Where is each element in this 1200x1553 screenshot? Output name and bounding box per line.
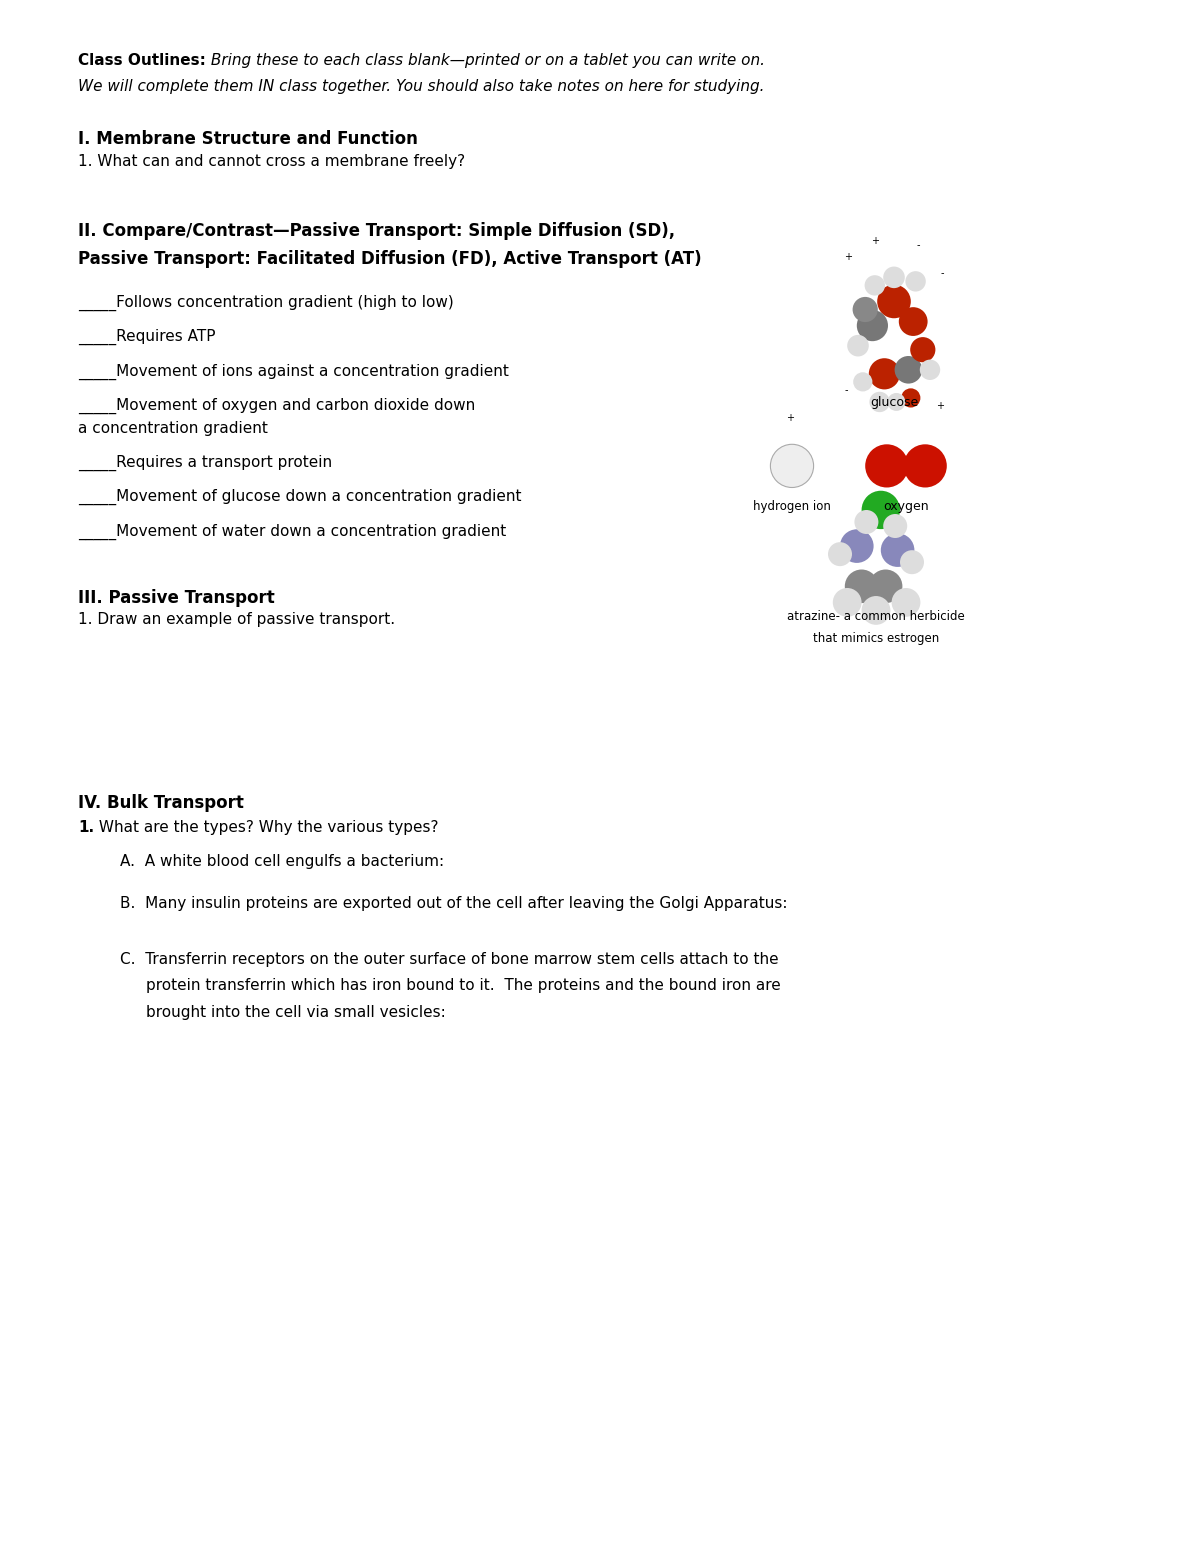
Ellipse shape (853, 373, 872, 391)
Text: -: - (941, 269, 943, 278)
Ellipse shape (919, 360, 941, 380)
Ellipse shape (833, 589, 862, 617)
Ellipse shape (895, 356, 922, 384)
Ellipse shape (770, 444, 814, 488)
Ellipse shape (881, 533, 914, 567)
Ellipse shape (883, 267, 905, 289)
Ellipse shape (900, 550, 924, 575)
Ellipse shape (852, 297, 878, 321)
Text: What are the types? Why the various types?: What are the types? Why the various type… (94, 820, 439, 836)
Text: 1.: 1. (78, 820, 94, 836)
Ellipse shape (840, 530, 874, 562)
Text: II. Compare/Contrast—Passive Transport: Simple Diffusion (SD),: II. Compare/Contrast—Passive Transport: … (78, 222, 676, 241)
Ellipse shape (901, 388, 920, 407)
Text: a concentration gradient: a concentration gradient (78, 421, 268, 436)
Text: _____Follows concentration gradient (high to low): _____Follows concentration gradient (hig… (78, 295, 454, 311)
Text: glucose: glucose (870, 396, 918, 408)
Text: _____Requires a transport protein: _____Requires a transport protein (78, 455, 332, 471)
Text: oxygen: oxygen (883, 500, 929, 512)
Text: that mimics estrogen: that mimics estrogen (812, 632, 940, 644)
Text: _____Movement of water down a concentration gradient: _____Movement of water down a concentrat… (78, 523, 506, 539)
Text: III. Passive Transport: III. Passive Transport (78, 589, 275, 607)
Text: _____Movement of oxygen and carbon dioxide down: _____Movement of oxygen and carbon dioxi… (78, 398, 475, 413)
Text: Passive Transport: Facilitated Diffusion (FD), Active Transport (AT): Passive Transport: Facilitated Diffusion… (78, 250, 702, 269)
Ellipse shape (845, 570, 878, 603)
Ellipse shape (869, 570, 902, 603)
Ellipse shape (892, 589, 920, 617)
Text: _____Movement of ions against a concentration gradient: _____Movement of ions against a concentr… (78, 363, 509, 379)
Ellipse shape (869, 391, 890, 412)
Ellipse shape (869, 359, 900, 390)
Ellipse shape (854, 509, 878, 534)
Text: 1. What can and cannot cross a membrane freely?: 1. What can and cannot cross a membrane … (78, 154, 466, 169)
Text: 1. Draw an example of passive transport.: 1. Draw an example of passive transport. (78, 612, 395, 627)
Text: I. Membrane Structure and Function: I. Membrane Structure and Function (78, 130, 418, 149)
Text: Class Outlines:: Class Outlines: (78, 53, 206, 68)
Ellipse shape (899, 307, 928, 335)
Ellipse shape (862, 491, 900, 530)
Text: +: + (871, 236, 878, 247)
Text: We will complete them IN class together. You should also take notes on here for : We will complete them IN class together.… (78, 79, 764, 95)
Text: _____Requires ATP: _____Requires ATP (78, 329, 216, 345)
Ellipse shape (888, 393, 906, 412)
Text: hydrogen ion: hydrogen ion (754, 500, 830, 512)
Ellipse shape (862, 596, 890, 624)
Text: +: + (936, 401, 943, 412)
Ellipse shape (906, 272, 926, 292)
Text: Bring these to each class blank—printed or on a tablet you can write on.: Bring these to each class blank—printed … (206, 53, 764, 68)
Text: +: + (786, 413, 793, 422)
Text: -: - (917, 241, 919, 250)
Text: -: - (845, 385, 847, 394)
Text: _____Movement of glucose down a concentration gradient: _____Movement of glucose down a concentr… (78, 489, 522, 505)
Ellipse shape (828, 542, 852, 567)
Ellipse shape (911, 337, 936, 362)
Ellipse shape (847, 335, 869, 357)
Ellipse shape (857, 311, 888, 342)
Text: B.  Many insulin proteins are exported out of the cell after leaving the Golgi A: B. Many insulin proteins are exported ou… (120, 896, 787, 912)
Ellipse shape (883, 514, 907, 537)
Ellipse shape (877, 284, 911, 318)
Ellipse shape (864, 275, 886, 295)
Text: atrazine- a common herbicide: atrazine- a common herbicide (787, 610, 965, 623)
Text: C.  Transferrin receptors on the outer surface of bone marrow stem cells attach : C. Transferrin receptors on the outer su… (120, 952, 779, 968)
Text: +: + (845, 252, 852, 262)
Ellipse shape (904, 444, 947, 488)
Text: IV. Bulk Transport: IV. Bulk Transport (78, 794, 244, 812)
Text: A.  A white blood cell engulfs a bacterium:: A. A white blood cell engulfs a bacteriu… (120, 854, 444, 870)
Text: protein transferrin which has iron bound to it.  The proteins and the bound iron: protein transferrin which has iron bound… (146, 978, 781, 994)
Text: brought into the cell via small vesicles:: brought into the cell via small vesicles… (146, 1005, 446, 1020)
Ellipse shape (865, 444, 908, 488)
